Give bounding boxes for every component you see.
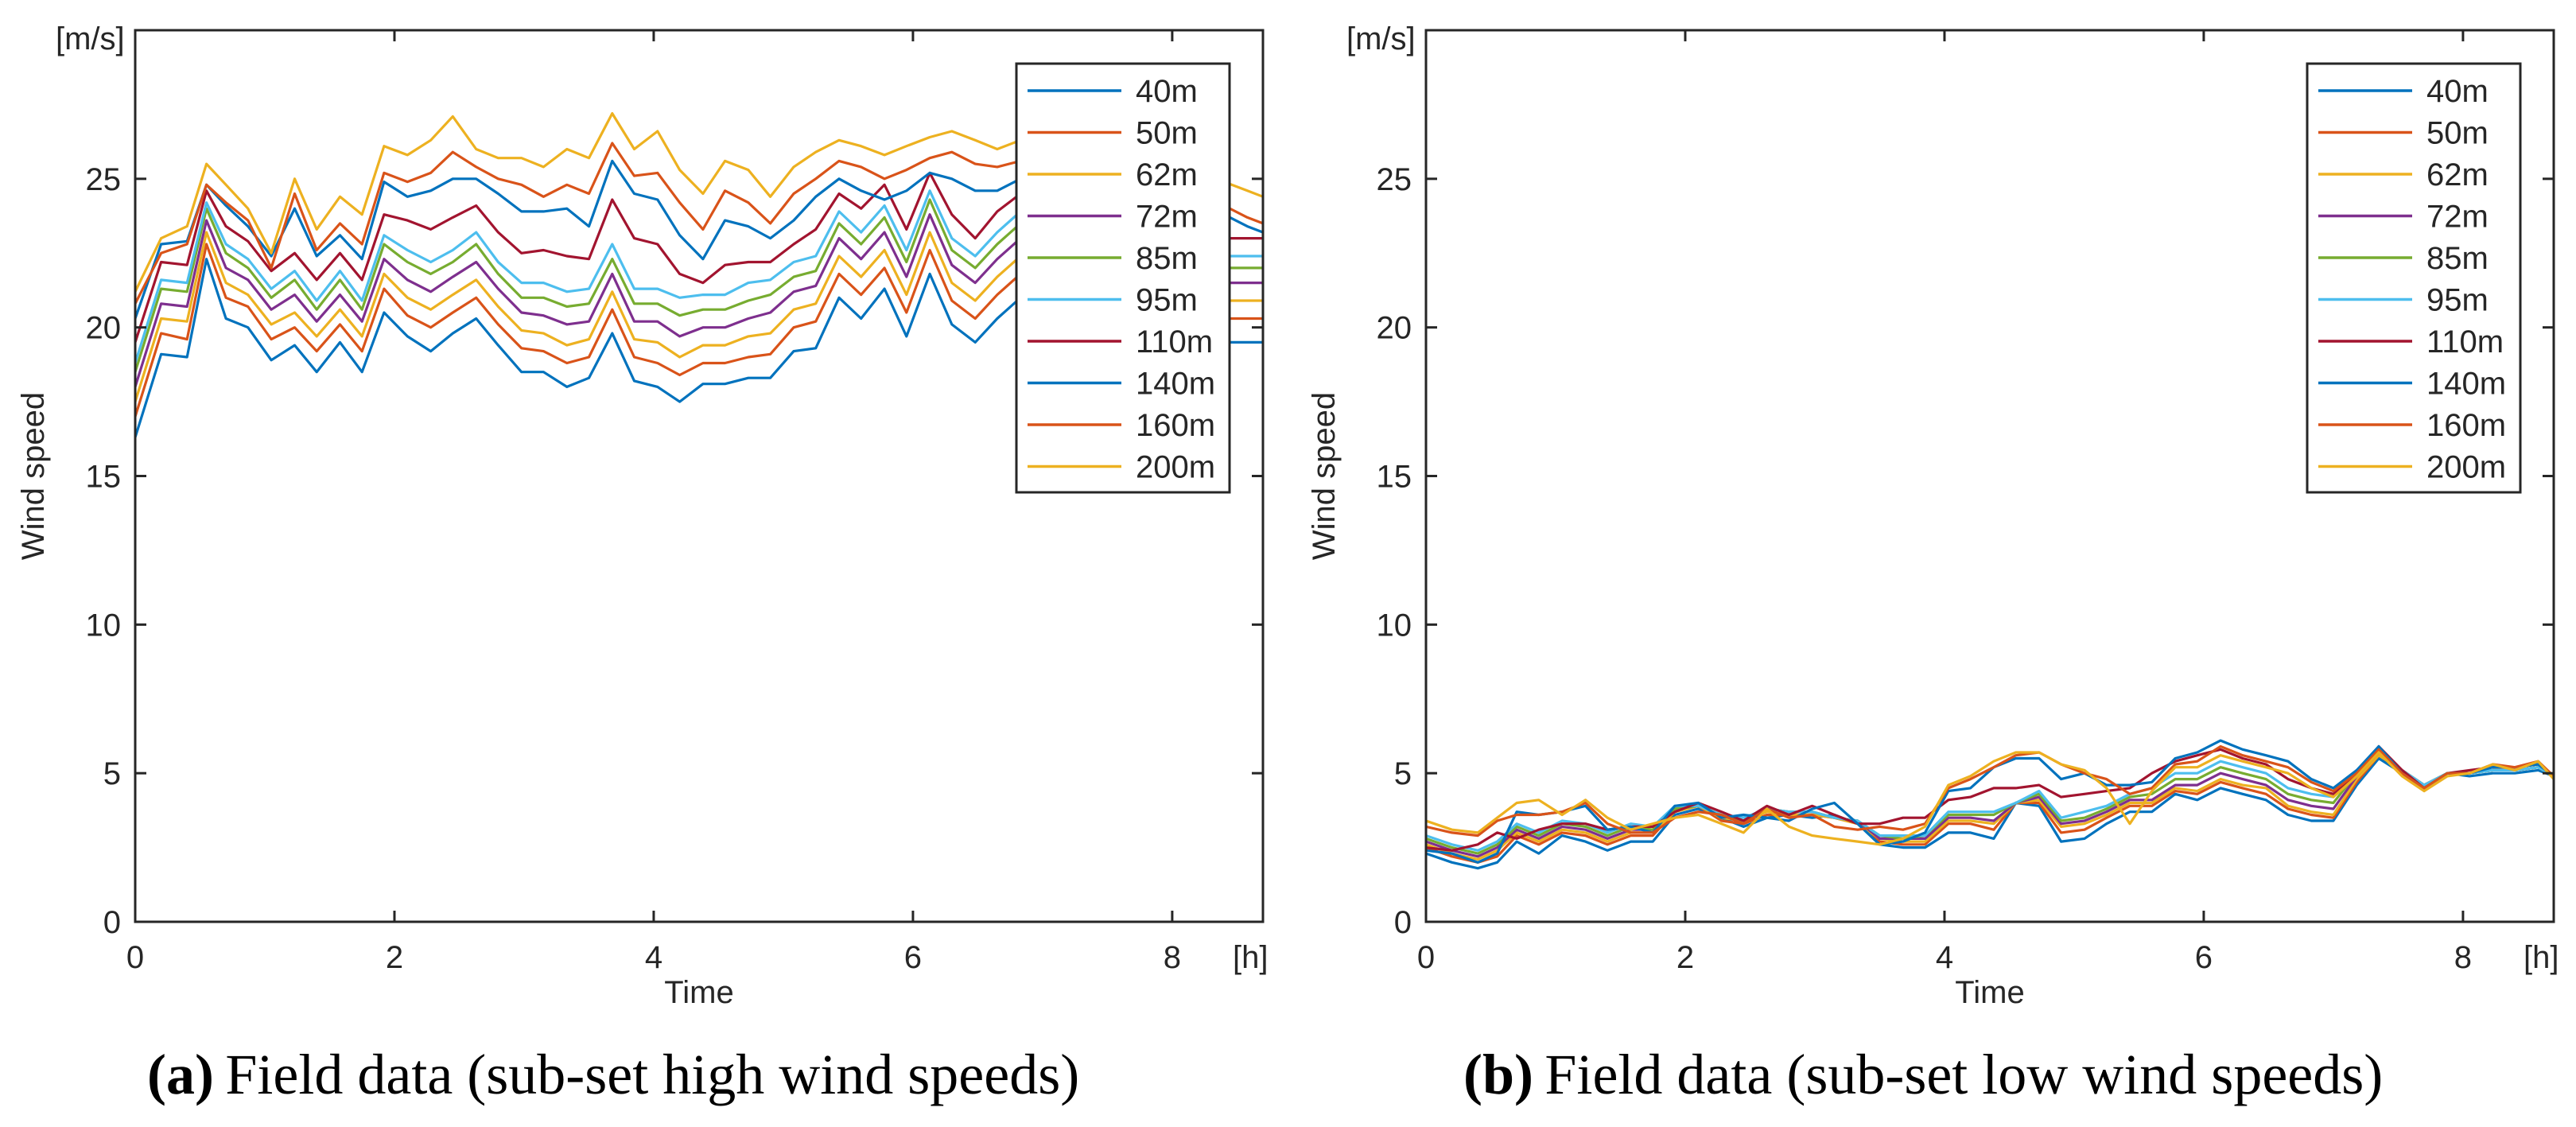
panel-a: 0 2 4 6 8 0 5 10 15 20 25 [m/s] [h] Time Wind speed 40m… bbox=[16, 21, 1268, 1010]
x-tick-label-b-0: 0 bbox=[1417, 940, 1435, 975]
panel-b: 0 2 4 6 8 0 5 10 15 20 25 [m/s] [h] Time Wind speed 40m… bbox=[1307, 21, 2559, 1010]
x-tick-label-a-0: 0 bbox=[126, 940, 144, 975]
caption-a-text: Field data (sub-set high wind speeds) bbox=[225, 1043, 1080, 1106]
legend-label-a-140m: 140m bbox=[1136, 367, 1215, 402]
y-tick-label-b-10: 10 bbox=[1377, 608, 1412, 643]
legend-label-b-110m: 110m bbox=[2426, 324, 2504, 359]
legend-b: 40m 50m 62m 72m 85m 95m 110m 140m 160m 200m bbox=[2306, 62, 2522, 494]
legend-label-b-160m: 160m bbox=[2426, 408, 2506, 443]
legend-label-a-110m: 110m bbox=[1136, 324, 1213, 359]
y-unit-b: [m/s] bbox=[1346, 21, 1416, 56]
caption-b: (b) Field data (sub-set low wind speeds) bbox=[1463, 1042, 2383, 1108]
y-tick-label-b-15: 15 bbox=[1377, 460, 1412, 495]
y-tick-label-a-25: 25 bbox=[86, 162, 122, 197]
legend-label-a-50m: 50m bbox=[1136, 116, 1198, 151]
y-tick-label-b-0: 0 bbox=[1394, 905, 1412, 940]
x-axis-label-a: Time bbox=[664, 975, 733, 1010]
legend-box-a bbox=[1015, 62, 1231, 494]
x-axis-label-b: Time bbox=[1955, 975, 2024, 1010]
legend-label-b-62m: 62m bbox=[2426, 157, 2489, 192]
legend-label-a-72m: 72m bbox=[1136, 200, 1198, 235]
x-tick-label-b-6: 6 bbox=[2195, 940, 2213, 975]
caption-b-text: Field data (sub-set low wind speeds) bbox=[1544, 1043, 2384, 1106]
series-group-b bbox=[1426, 739, 2554, 870]
caption-a-label: (a) bbox=[147, 1043, 214, 1106]
legend-label-b-40m: 40m bbox=[2426, 74, 2489, 109]
series-line-b-40m bbox=[1426, 756, 2554, 870]
legend-a: 40m 50m 62m 72m 85m 95m 110m 140m 160m 200m bbox=[1015, 62, 1231, 494]
x-unit-b: [h] bbox=[2524, 940, 2559, 975]
y-tick-label-a-20: 20 bbox=[86, 311, 122, 346]
legend-label-b-50m: 50m bbox=[2426, 116, 2489, 151]
legend-label-a-160m: 160m bbox=[1136, 408, 1215, 443]
series-line-b-160m bbox=[1426, 744, 2554, 837]
y-tick-label-a-10: 10 bbox=[86, 608, 122, 643]
caption-b-label: (b) bbox=[1463, 1043, 1533, 1106]
y-tick-label-b-5: 5 bbox=[1394, 756, 1412, 791]
x-tick-label-a-6: 6 bbox=[904, 940, 922, 975]
legend-box-b bbox=[2306, 62, 2522, 494]
x-tick-label-a-2: 2 bbox=[386, 940, 403, 975]
x-tick-label-b-8: 8 bbox=[2454, 940, 2472, 975]
y-unit-a: [m/s] bbox=[56, 21, 125, 56]
y-tick-label-a-15: 15 bbox=[86, 460, 122, 495]
x-tick-label-a-8: 8 bbox=[1164, 940, 1181, 975]
y-tick-label-a-0: 0 bbox=[103, 905, 121, 940]
legend-label-a-62m: 62m bbox=[1136, 157, 1198, 192]
series-line-b-62m bbox=[1426, 754, 2554, 861]
legend-label-b-85m: 85m bbox=[2426, 241, 2489, 276]
legend-label-a-200m: 200m bbox=[1136, 450, 1215, 485]
x-tick-label-b-2: 2 bbox=[1677, 940, 1694, 975]
caption-a: (a) Field data (sub-set high wind speeds… bbox=[147, 1042, 1079, 1108]
y-tick-label-b-20: 20 bbox=[1377, 311, 1412, 346]
x-tick-label-a-4: 4 bbox=[645, 940, 662, 975]
legend-label-a-85m: 85m bbox=[1136, 241, 1198, 276]
x-unit-a: [h] bbox=[1233, 940, 1268, 975]
legend-label-a-95m: 95m bbox=[1136, 283, 1198, 318]
legend-label-b-200m: 200m bbox=[2426, 450, 2506, 485]
legend-label-b-72m: 72m bbox=[2426, 200, 2489, 235]
legend-label-a-40m: 40m bbox=[1136, 74, 1198, 109]
y-tick-label-a-5: 5 bbox=[103, 756, 121, 791]
y-axis-label-b: Wind speed bbox=[1307, 392, 1342, 560]
series-line-b-200m bbox=[1426, 751, 2554, 846]
x-tick-label-b-4: 4 bbox=[1936, 940, 1953, 975]
legend-label-b-95m: 95m bbox=[2426, 283, 2489, 318]
legend-label-b-140m: 140m bbox=[2426, 367, 2506, 402]
y-tick-label-b-25: 25 bbox=[1377, 162, 1412, 197]
y-axis-label-a: Wind speed bbox=[16, 392, 51, 560]
